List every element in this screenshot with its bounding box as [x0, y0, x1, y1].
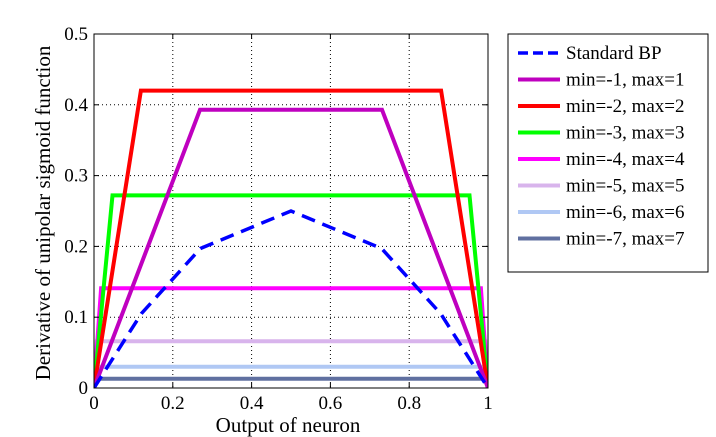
legend-label-6: min=-5, max=5 [566, 176, 685, 197]
legend-label-8: min=-7, max=7 [566, 229, 685, 250]
legend-label-3: min=-2, max=2 [566, 96, 685, 117]
ticks [93, 33, 489, 389]
grid [94, 34, 488, 388]
x-tick-label: 0 [89, 393, 99, 414]
legend-label-1: Standard BP [566, 43, 662, 64]
legend-label-7: min=-6, max=6 [566, 202, 685, 223]
x-tick-label: 0.4 [240, 393, 264, 414]
legend-label-5: min=-4, max=4 [566, 149, 685, 170]
legend-box [507, 33, 709, 273]
series-line-2 [94, 107, 488, 388]
legend-label-4: min=-3, max=3 [566, 123, 685, 144]
y-tick-label: 0.3 [64, 166, 88, 187]
plot-frame [93, 33, 489, 389]
y-axis-label: Derivative of unipolar sigmoid function [31, 45, 55, 380]
tick-labels: 0 0.2 0.4 0.6 0.8 1 0 0.1 0.2 0.3 0.4 0.5 [64, 24, 493, 414]
y-tick-label: 0.2 [64, 236, 88, 257]
x-tick-label: 0.8 [397, 393, 421, 414]
y-tick-label: 0.4 [64, 95, 88, 116]
x-tick-label: 1 [483, 393, 493, 414]
y-tick-label: 0.5 [64, 24, 88, 45]
series-line-3 [94, 88, 488, 388]
series-group [94, 88, 488, 388]
series-line-4 [94, 193, 488, 388]
legend-label-2: min=-1, max=1 [566, 70, 685, 91]
y-tick-label: 0 [79, 378, 89, 399]
x-tick-label: 0.6 [319, 393, 343, 414]
x-tick-label: 0.2 [161, 393, 185, 414]
x-axis-label: Output of neuron [216, 413, 361, 437]
series-line-1 [94, 209, 488, 388]
y-tick-label: 0.1 [64, 307, 88, 328]
legend: Standard BP min=-1, max=1 min=-2, max=2 min… [507, 33, 709, 273]
